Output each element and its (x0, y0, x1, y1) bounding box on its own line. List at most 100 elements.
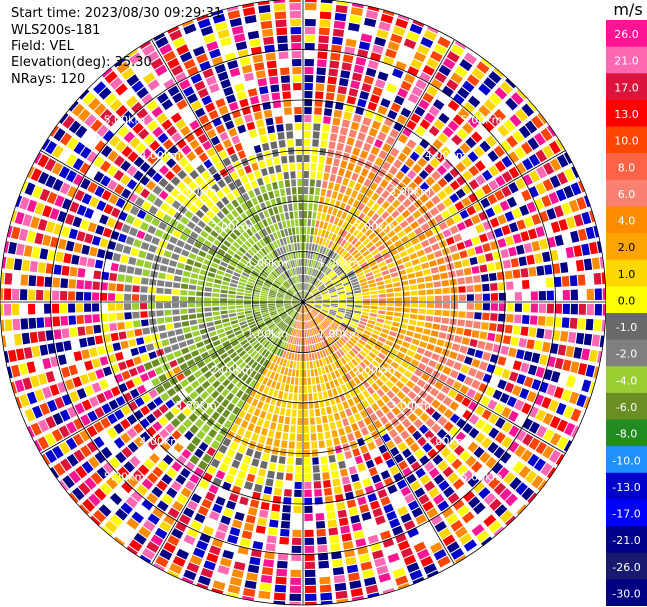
gate (228, 290, 236, 295)
gate (531, 352, 541, 364)
gate (200, 25, 214, 37)
gate (260, 427, 268, 437)
gate (367, 534, 379, 544)
gate (292, 299, 300, 302)
gate (177, 401, 187, 411)
gate (107, 442, 119, 454)
gate (125, 496, 138, 509)
gate (176, 99, 188, 110)
gate (93, 421, 105, 433)
gate (429, 207, 440, 217)
gate (190, 325, 199, 331)
gate (189, 139, 200, 150)
gate (389, 75, 401, 86)
gate (494, 189, 505, 201)
gate (229, 351, 238, 359)
gate (367, 257, 375, 264)
gate (188, 290, 196, 296)
gate (196, 297, 204, 302)
gate (513, 314, 522, 324)
gate (163, 346, 172, 354)
gate (7, 225, 13, 238)
gate (137, 128, 150, 140)
gate (343, 318, 351, 323)
gate (216, 190, 225, 199)
gate (253, 313, 262, 318)
gate (139, 418, 150, 429)
gate (392, 567, 406, 579)
gate (478, 361, 489, 371)
gate (215, 21, 228, 32)
gate (498, 313, 506, 322)
gate (328, 286, 335, 291)
gate (361, 288, 370, 293)
gate (428, 259, 438, 267)
gate (341, 230, 348, 238)
gate (222, 549, 234, 560)
gate (132, 285, 140, 293)
gate (53, 462, 66, 477)
gate (311, 310, 318, 316)
gate (194, 176, 204, 186)
gate (109, 77, 123, 90)
gate (133, 356, 142, 365)
gate (294, 243, 298, 251)
gate (422, 64, 435, 76)
gate (268, 344, 275, 352)
gate (202, 68, 214, 79)
gate (277, 552, 289, 561)
gate (253, 286, 262, 291)
gate (341, 384, 348, 393)
gate (338, 306, 346, 309)
gate (196, 582, 209, 590)
colorbar-swatch (606, 552, 647, 580)
gate (120, 89, 133, 102)
gate (80, 146, 92, 159)
gate (488, 477, 501, 490)
gate (184, 132, 196, 143)
gate (215, 161, 225, 171)
gate (398, 133, 409, 144)
gate (282, 342, 287, 350)
gate (474, 293, 482, 301)
gate (318, 285, 325, 291)
gate (512, 325, 521, 335)
gate (281, 313, 288, 319)
gate (315, 281, 321, 288)
gate (348, 129, 358, 139)
gate (300, 243, 303, 251)
gate (264, 280, 272, 286)
gate (246, 367, 254, 376)
gate (400, 486, 412, 497)
gate (593, 225, 599, 238)
gate (4, 288, 12, 300)
gate (380, 124, 391, 134)
gate (183, 534, 196, 546)
gate (172, 92, 184, 104)
gate (151, 377, 161, 387)
gate (576, 196, 587, 210)
gate (228, 127, 238, 138)
gate (241, 222, 249, 231)
gate (212, 477, 223, 487)
gate (253, 254, 261, 262)
gate (170, 480, 182, 492)
gate (340, 435, 348, 444)
gate (438, 480, 450, 492)
gate (286, 465, 294, 473)
gate (425, 417, 436, 428)
gate (120, 254, 129, 264)
gate (249, 499, 260, 509)
gate (457, 108, 470, 120)
colorbar-tick-label: -17.0 (612, 508, 640, 521)
gate (197, 220, 207, 229)
gate (417, 44, 430, 56)
gate (260, 304, 268, 307)
gate (211, 205, 220, 214)
gate (54, 195, 65, 208)
gate (313, 278, 318, 286)
gate (164, 183, 175, 193)
gate (320, 0, 333, 4)
gate (250, 350, 258, 358)
gate (244, 305, 252, 308)
